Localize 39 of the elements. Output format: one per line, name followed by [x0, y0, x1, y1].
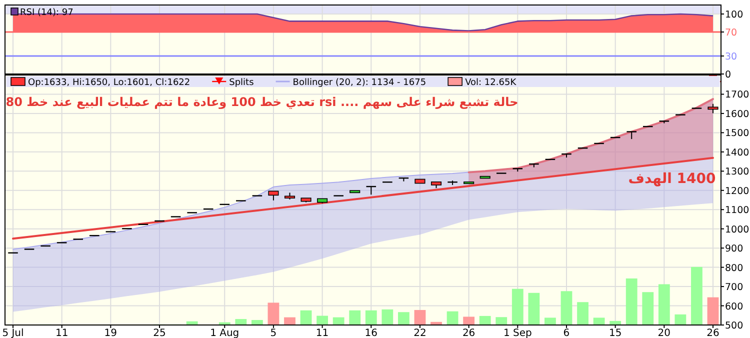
y-tick-label: 70 [725, 28, 738, 38]
x-tick-label: 20 [658, 328, 671, 338]
x-tick-label: 11 [316, 328, 329, 338]
y-tick-label: 800 [725, 262, 744, 274]
y-tick-label: 500 [725, 320, 744, 332]
x-tick-label: 11 [55, 328, 68, 338]
y-tick-label: 1300 [725, 166, 750, 178]
annotation: حالة تشبع شراء على سهم .... rsi تعدي خط 100 وعادة ما تتم عمليات البيع عند خط 80 [6, 95, 518, 109]
x-tick-label: 5 [270, 328, 277, 338]
legend-label: RSI (14): 97 [20, 8, 74, 18]
y-tick-label: 100 [725, 10, 744, 20]
y-tick-label: 1200 [725, 186, 750, 197]
x-tick-label: 5 Jul [2, 328, 24, 338]
y-tick-label: 900 [725, 244, 744, 255]
y-tick-label: 700 [725, 282, 744, 294]
x-tick-label: 15 [608, 328, 622, 338]
y-tick-label: 30 [725, 52, 738, 62]
x-tick-label: 1 Sep [503, 328, 532, 338]
legend-label: Bollinger (20, 2): 1134 - 1675 [292, 78, 426, 88]
legend-label: Splits [229, 78, 254, 88]
x-tick-label: 26 [706, 328, 720, 338]
y-tick-label: 1600 [725, 108, 750, 120]
legend-label: Vol: 12.65K [465, 78, 518, 88]
y-tick-label: 1100 [725, 205, 750, 216]
x-tick-label: 26 [462, 328, 476, 338]
annotation: 1400 الهدف [628, 171, 716, 187]
y-tick-label: 1700 [725, 90, 750, 101]
x-tick-label: 25 [153, 328, 166, 338]
y-tick-label: 1000 [725, 224, 750, 236]
y-tick-label: 600 [725, 301, 744, 312]
y-tick-label: 0 [725, 70, 732, 80]
legend-label: Op:1633, Hi:1650, Lo:1601, Cl:1622 [28, 78, 190, 88]
x-tick-label: 16 [364, 328, 378, 338]
x-tick-label: 1 Aug [210, 328, 240, 338]
x-tick-label: 19 [104, 328, 118, 338]
x-tick-label: 6 [563, 328, 570, 338]
y-tick-label: 1500 [725, 128, 750, 140]
y-tick-label: 1400 [725, 147, 750, 158]
x-tick-label: 22 [414, 328, 426, 338]
